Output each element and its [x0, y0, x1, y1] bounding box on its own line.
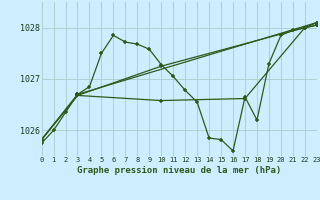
X-axis label: Graphe pression niveau de la mer (hPa): Graphe pression niveau de la mer (hPa) [77, 166, 281, 175]
